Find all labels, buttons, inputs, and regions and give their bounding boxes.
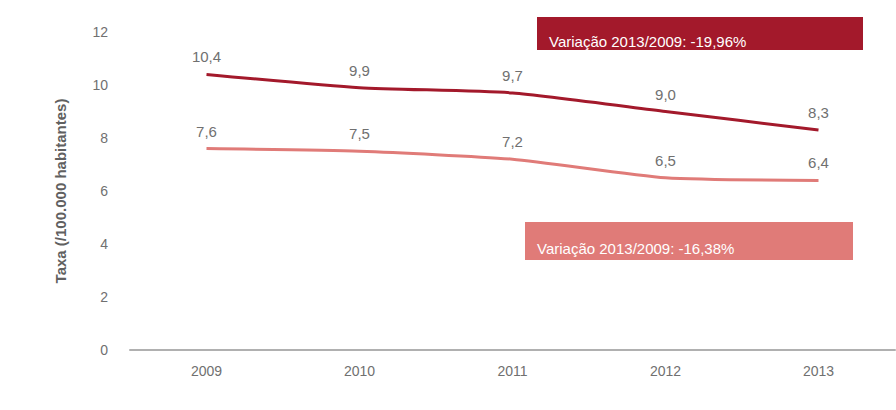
svg-text:2012: 2012 (650, 363, 681, 379)
svg-text:7,6: 7,6 (196, 123, 217, 140)
svg-text:9,7: 9,7 (502, 67, 523, 84)
svg-text:Variação 2013/2009: -19,96%: Variação 2013/2009: -19,96% (549, 33, 746, 50)
svg-text:Taxa (/100.000 habitantes): Taxa (/100.000 habitantes) (52, 99, 69, 284)
svg-text:2: 2 (100, 289, 108, 305)
svg-text:12: 12 (92, 24, 108, 40)
svg-text:Variação 2013/2009: -16,38%: Variação 2013/2009: -16,38% (537, 240, 734, 257)
svg-text:9,9: 9,9 (349, 62, 370, 79)
svg-text:8: 8 (100, 130, 108, 146)
svg-text:10: 10 (92, 77, 108, 93)
svg-text:10,4: 10,4 (192, 48, 221, 65)
svg-text:9,0: 9,0 (655, 86, 676, 103)
svg-text:2009: 2009 (191, 363, 222, 379)
svg-text:2013: 2013 (803, 363, 834, 379)
svg-text:6: 6 (100, 183, 108, 199)
svg-text:7,5: 7,5 (349, 125, 370, 142)
svg-text:2011: 2011 (497, 363, 527, 379)
svg-text:7,2: 7,2 (502, 133, 523, 150)
svg-text:8,3: 8,3 (808, 104, 829, 121)
svg-text:6,4: 6,4 (808, 154, 829, 171)
svg-text:0: 0 (100, 342, 108, 358)
svg-text:4: 4 (100, 236, 108, 252)
svg-text:6,5: 6,5 (655, 152, 676, 169)
svg-text:2010: 2010 (344, 363, 375, 379)
